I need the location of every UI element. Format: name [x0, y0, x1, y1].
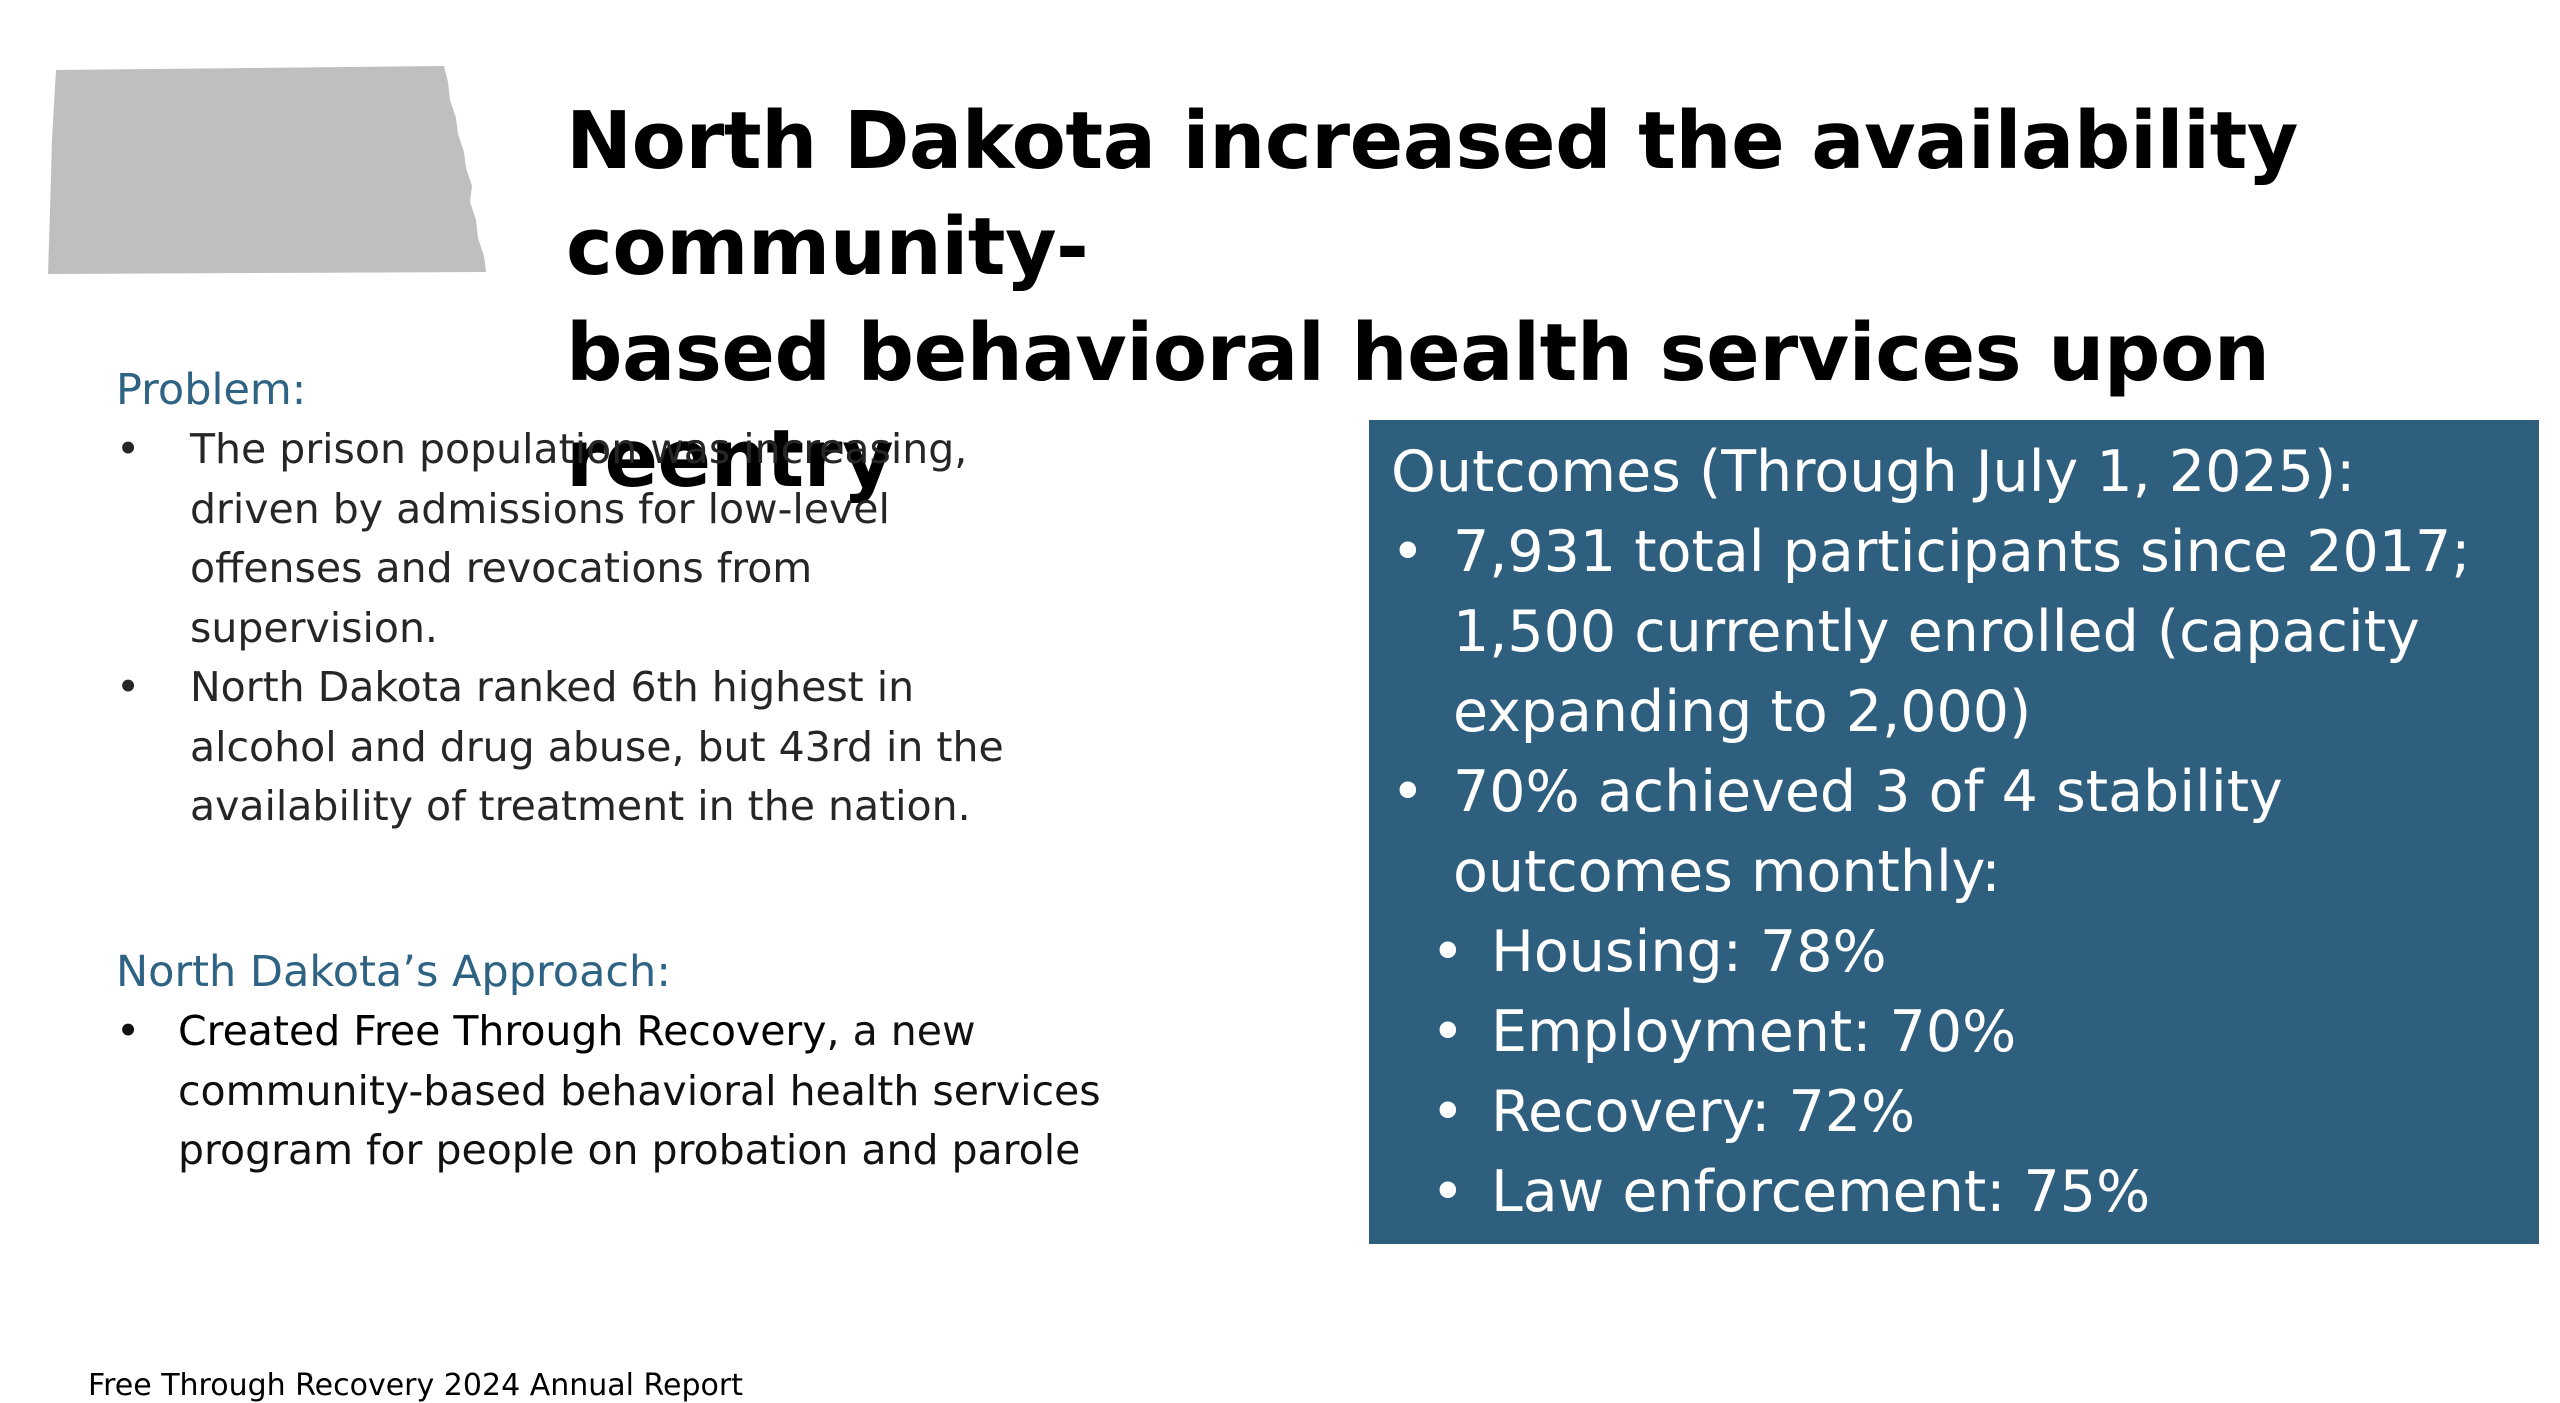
outcome-item-line: 7,931 total participants since 2017; [1453, 519, 2471, 585]
bullet-icon: • [1391, 519, 1425, 585]
approach-heading: North Dakota’s Approach: [116, 947, 671, 997]
stability-outcome-text: Recovery: 72% [1491, 1079, 1916, 1145]
outcome-item: • 7,931 total participants since 2017; 1… [1391, 512, 2539, 752]
problem-list: • The prison population was increasing, … [116, 420, 1116, 837]
bullet-icon: • [1431, 999, 1465, 1065]
problem-item-line: offenses and revocations from [190, 544, 813, 592]
stability-outcome-text: Employment: 70% [1491, 999, 2017, 1065]
bullet-icon: • [116, 1007, 141, 1055]
source-footnote: Free Through Recovery 2024 Annual Report [88, 1368, 743, 1403]
problem-item-line: availability of treatment in the nation. [190, 782, 971, 830]
outcomes-title: Outcomes (Through July 1, 2025): [1391, 439, 2356, 505]
bullet-icon: • [1391, 759, 1425, 825]
outcome-item: • 70% achieved 3 of 4 stability outcomes… [1391, 752, 2539, 912]
stability-outcome-item: • Employment: 70% [1391, 992, 2539, 1072]
page-title: North Dakota increased the availability … [566, 88, 2526, 512]
title-line-2: based behavioral health services upon re… [566, 307, 2270, 505]
outcome-item-line: 70% achieved 3 of 4 stability [1453, 759, 2283, 825]
approach-item-lead: Created Free Through Recovery [178, 1007, 827, 1055]
title-line-1: North Dakota increased the availability … [566, 95, 2298, 293]
problem-item-line: driven by admissions for low-level [190, 484, 890, 533]
problem-item-line: supervision. [190, 603, 438, 652]
approach-item-line: program for people on probation and paro… [178, 1126, 1081, 1174]
outcome-item-line: expanding to 2,000) [1453, 679, 2032, 745]
problem-item: • North Dakota ranked 6th highest in alc… [116, 658, 1116, 837]
problem-heading: Problem: [116, 365, 307, 415]
outcomes-panel: Outcomes (Through July 1, 2025): • 7,931… [1369, 420, 2539, 1244]
stability-outcomes-list: • Housing: 78% • Employment: 70% • Recov… [1391, 912, 2539, 1232]
outcome-item-line: 1,500 currently enrolled (capacity [1453, 599, 2420, 665]
bullet-icon: • [116, 663, 141, 711]
approach-item: • Created Free Through Recovery, a new c… [116, 1002, 1216, 1181]
approach-list: • Created Free Through Recovery, a new c… [116, 1002, 1216, 1181]
stability-outcome-text: Housing: 78% [1491, 919, 1887, 985]
bullet-icon: • [1431, 1079, 1465, 1145]
stability-outcome-item: • Housing: 78% [1391, 912, 2539, 992]
problem-item-line: alcohol and drug abuse, but 43rd in the [190, 722, 1004, 771]
outcomes-list: • 7,931 total participants since 2017; 1… [1391, 512, 2539, 912]
stability-outcome-item: • Recovery: 72% [1391, 1072, 2539, 1152]
bullet-icon: • [1431, 919, 1465, 985]
problem-item-line: The prison population was increasing, [190, 425, 968, 473]
north-dakota-map-icon [48, 66, 486, 274]
bullet-icon: • [1431, 1159, 1465, 1225]
problem-item-line: North Dakota ranked 6th highest in [190, 663, 915, 711]
problem-item: • The prison population was increasing, … [116, 420, 1116, 658]
stability-outcome-item: • Law enforcement: 75% [1391, 1152, 2539, 1232]
bullet-icon: • [116, 425, 141, 473]
outcome-item-line: outcomes monthly: [1453, 839, 2001, 905]
approach-item-rest: , a new [826, 1007, 976, 1055]
stability-outcome-text: Law enforcement: 75% [1491, 1159, 2151, 1225]
approach-item-line: community-based behavioral health servic… [178, 1066, 1101, 1115]
